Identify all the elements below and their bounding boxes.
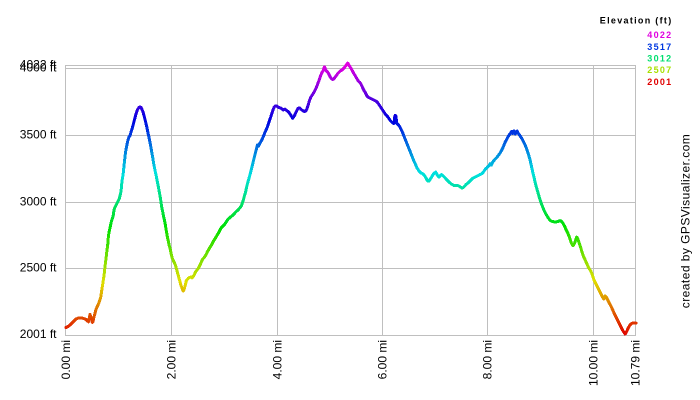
svg-text:2.00 mi: 2.00 mi xyxy=(165,340,179,379)
svg-text:4000 ft: 4000 ft xyxy=(20,61,57,75)
svg-text:6.00 mi: 6.00 mi xyxy=(376,340,390,379)
svg-text:4.00 mi: 4.00 mi xyxy=(271,340,285,379)
svg-text:4022: 4022 xyxy=(647,30,672,40)
svg-text:10.79 mi: 10.79 mi xyxy=(629,340,643,386)
svg-text:8.00 mi: 8.00 mi xyxy=(481,340,495,379)
svg-text:3517: 3517 xyxy=(647,42,672,52)
svg-text:2001 ft: 2001 ft xyxy=(20,327,57,341)
svg-text:Elevation (ft): Elevation (ft) xyxy=(600,16,673,26)
svg-text:2500 ft: 2500 ft xyxy=(20,261,57,275)
svg-text:4022 ft: 4022 ft xyxy=(20,58,57,72)
svg-text:created by GPSVisualizer.com: created by GPSVisualizer.com xyxy=(679,134,693,308)
svg-text:2507: 2507 xyxy=(647,65,672,75)
svg-text:10.00 mi: 10.00 mi xyxy=(587,340,601,386)
svg-text:3500 ft: 3500 ft xyxy=(20,128,57,142)
svg-text:3012: 3012 xyxy=(647,54,672,64)
svg-text:3000 ft: 3000 ft xyxy=(20,195,57,209)
svg-text:2001: 2001 xyxy=(647,77,672,87)
svg-text:0.00 mi: 0.00 mi xyxy=(59,340,73,379)
